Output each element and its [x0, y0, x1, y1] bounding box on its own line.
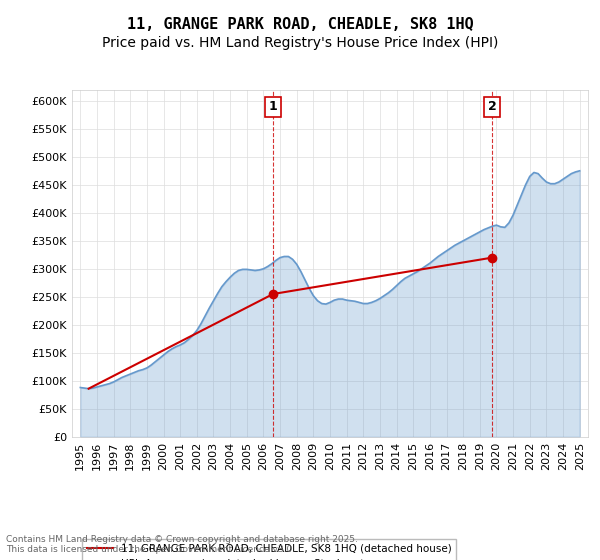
Text: Price paid vs. HM Land Registry's House Price Index (HPI): Price paid vs. HM Land Registry's House …: [102, 36, 498, 50]
Text: 1: 1: [269, 100, 277, 114]
Text: Contains HM Land Registry data © Crown copyright and database right 2025.
This d: Contains HM Land Registry data © Crown c…: [6, 535, 358, 554]
Text: 2: 2: [488, 100, 497, 114]
Text: 11, GRANGE PARK ROAD, CHEADLE, SK8 1HQ: 11, GRANGE PARK ROAD, CHEADLE, SK8 1HQ: [127, 17, 473, 32]
Legend: 11, GRANGE PARK ROAD, CHEADLE, SK8 1HQ (detached house), HPI: Average price, det: 11, GRANGE PARK ROAD, CHEADLE, SK8 1HQ (…: [82, 539, 456, 560]
